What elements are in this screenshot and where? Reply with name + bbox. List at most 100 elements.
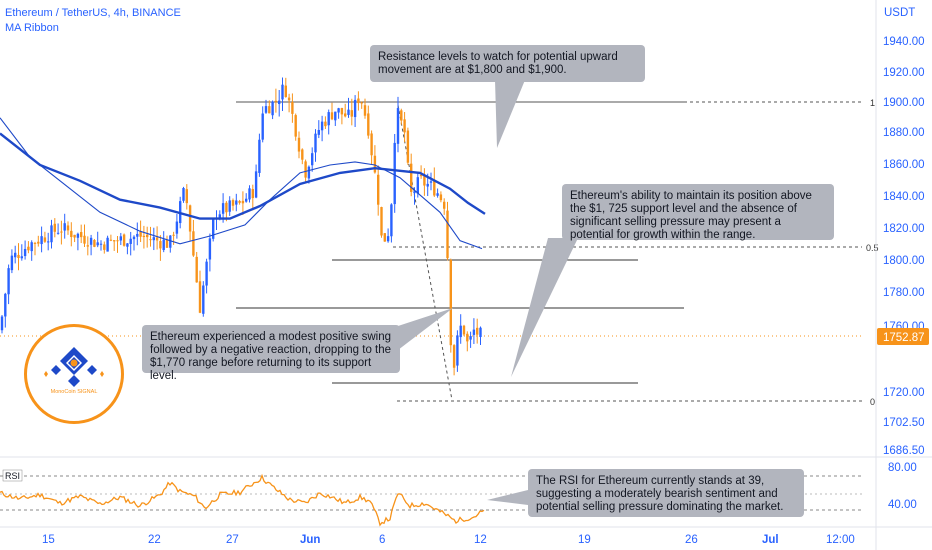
resistance-annotation[interactable]: Resistance levels to watch for potential… <box>370 45 645 82</box>
logo-text: MonoCoin SIGNAL <box>50 389 98 395</box>
candle-body <box>195 256 198 283</box>
candle-body <box>278 100 281 104</box>
price-tick: 1702.50 <box>883 417 925 429</box>
candle-body <box>73 234 76 238</box>
candle-body <box>446 210 449 259</box>
candle-body <box>337 108 340 113</box>
candle-body <box>185 189 188 204</box>
candle-body <box>159 241 162 249</box>
candle-body <box>433 179 436 196</box>
candle-body <box>43 237 47 242</box>
candle-body <box>383 233 386 242</box>
candle-body <box>218 214 221 219</box>
candle-body <box>212 218 215 239</box>
time-tick: 22 <box>148 534 161 546</box>
candle-body <box>294 115 297 137</box>
candle-body <box>413 191 416 194</box>
indicator-label[interactable]: MA Ribbon <box>5 22 59 34</box>
candle-body <box>419 174 423 177</box>
candle-body <box>314 133 317 153</box>
candle-body <box>136 233 139 237</box>
candle-body <box>4 293 7 317</box>
candle-body <box>353 99 357 118</box>
candle-body <box>416 177 419 194</box>
candle-body <box>350 110 353 117</box>
candle-body <box>169 235 172 248</box>
candle-body <box>476 327 479 335</box>
candle-body <box>307 166 311 179</box>
swing-callout-pointer <box>398 308 453 350</box>
price-tick: 1686.50 <box>883 445 925 457</box>
candle-body <box>393 142 396 205</box>
ma-line-fast <box>0 117 483 250</box>
candle-body <box>426 183 429 187</box>
candle-body <box>162 239 165 251</box>
candle-body <box>139 231 142 237</box>
candle-body <box>116 240 119 242</box>
rsi-annotation[interactable]: The RSI for Ethereum currently stands at… <box>528 469 804 517</box>
candle-body <box>208 238 212 260</box>
candle-body <box>146 234 149 238</box>
symbol-title[interactable]: Ethereum / TetherUS, 4h, BINANCE <box>5 7 181 19</box>
price-tick: 1840.00 <box>883 191 925 203</box>
candle-body <box>70 230 73 238</box>
candle-body <box>311 153 314 166</box>
candle-body <box>76 233 80 238</box>
candle-body <box>238 201 241 203</box>
candle-body <box>347 109 350 115</box>
time-tick: 19 <box>578 534 591 546</box>
candle-body <box>188 205 192 232</box>
candle-body <box>50 225 53 243</box>
price-tick: 1880.00 <box>883 127 925 139</box>
candle-body <box>443 201 446 209</box>
candle-body <box>93 240 96 247</box>
time-tick: 12:00 <box>826 534 855 546</box>
candle-body <box>403 119 406 133</box>
candle-body <box>53 223 56 232</box>
candle-body <box>23 248 27 257</box>
rsi-label-box <box>2 469 23 482</box>
candle-body <box>264 106 268 113</box>
rsi-pane[interactable]: RSI <box>0 469 862 527</box>
candle-body <box>472 329 476 335</box>
candle-body <box>37 241 40 244</box>
candle-body <box>202 285 205 314</box>
time-axis[interactable]: 15 22 27 Jun 6 12 19 26 Jul 12:00 <box>42 534 855 546</box>
ma-ribbon <box>0 117 486 250</box>
candle-body <box>106 237 109 252</box>
candle-body <box>33 242 37 244</box>
candle-body <box>268 106 271 114</box>
candle-body <box>330 112 334 120</box>
current-price-value: 1752.87 <box>883 332 925 344</box>
time-tick: 27 <box>226 534 239 546</box>
candle-body <box>47 241 50 243</box>
candle-body <box>462 325 466 335</box>
candle-body <box>423 175 426 186</box>
candle-body <box>14 252 17 258</box>
candle-body <box>80 232 83 238</box>
candle-body <box>17 254 20 259</box>
candle-body <box>334 111 337 121</box>
candle-body <box>340 107 344 115</box>
trend-line <box>397 104 453 401</box>
support-annotation[interactable]: Ethereum's ability to maintain its posit… <box>562 184 834 241</box>
candle-body <box>469 336 472 340</box>
candle-body <box>367 113 370 136</box>
time-tick: Jun <box>300 534 320 546</box>
support-callout-pointer <box>511 238 578 377</box>
candle-body <box>99 243 103 245</box>
candle-body <box>410 163 413 192</box>
price-axis[interactable]: USDT 1940.00 1920.00 1900.00 1880.00 186… <box>877 7 929 511</box>
candle-body <box>40 236 43 245</box>
price-tick: 1800.00 <box>883 255 925 267</box>
swing-annotation[interactable]: Ethereum experienced a modest positive s… <box>142 325 400 382</box>
candle-body <box>324 121 327 127</box>
candle-body <box>231 200 235 206</box>
candle-body <box>165 239 169 248</box>
candle-body <box>172 234 175 236</box>
candlestick-series[interactable] <box>0 77 482 376</box>
candle-body <box>344 113 347 117</box>
fib-label-1: 1 <box>870 98 875 108</box>
candle-body <box>89 237 93 245</box>
